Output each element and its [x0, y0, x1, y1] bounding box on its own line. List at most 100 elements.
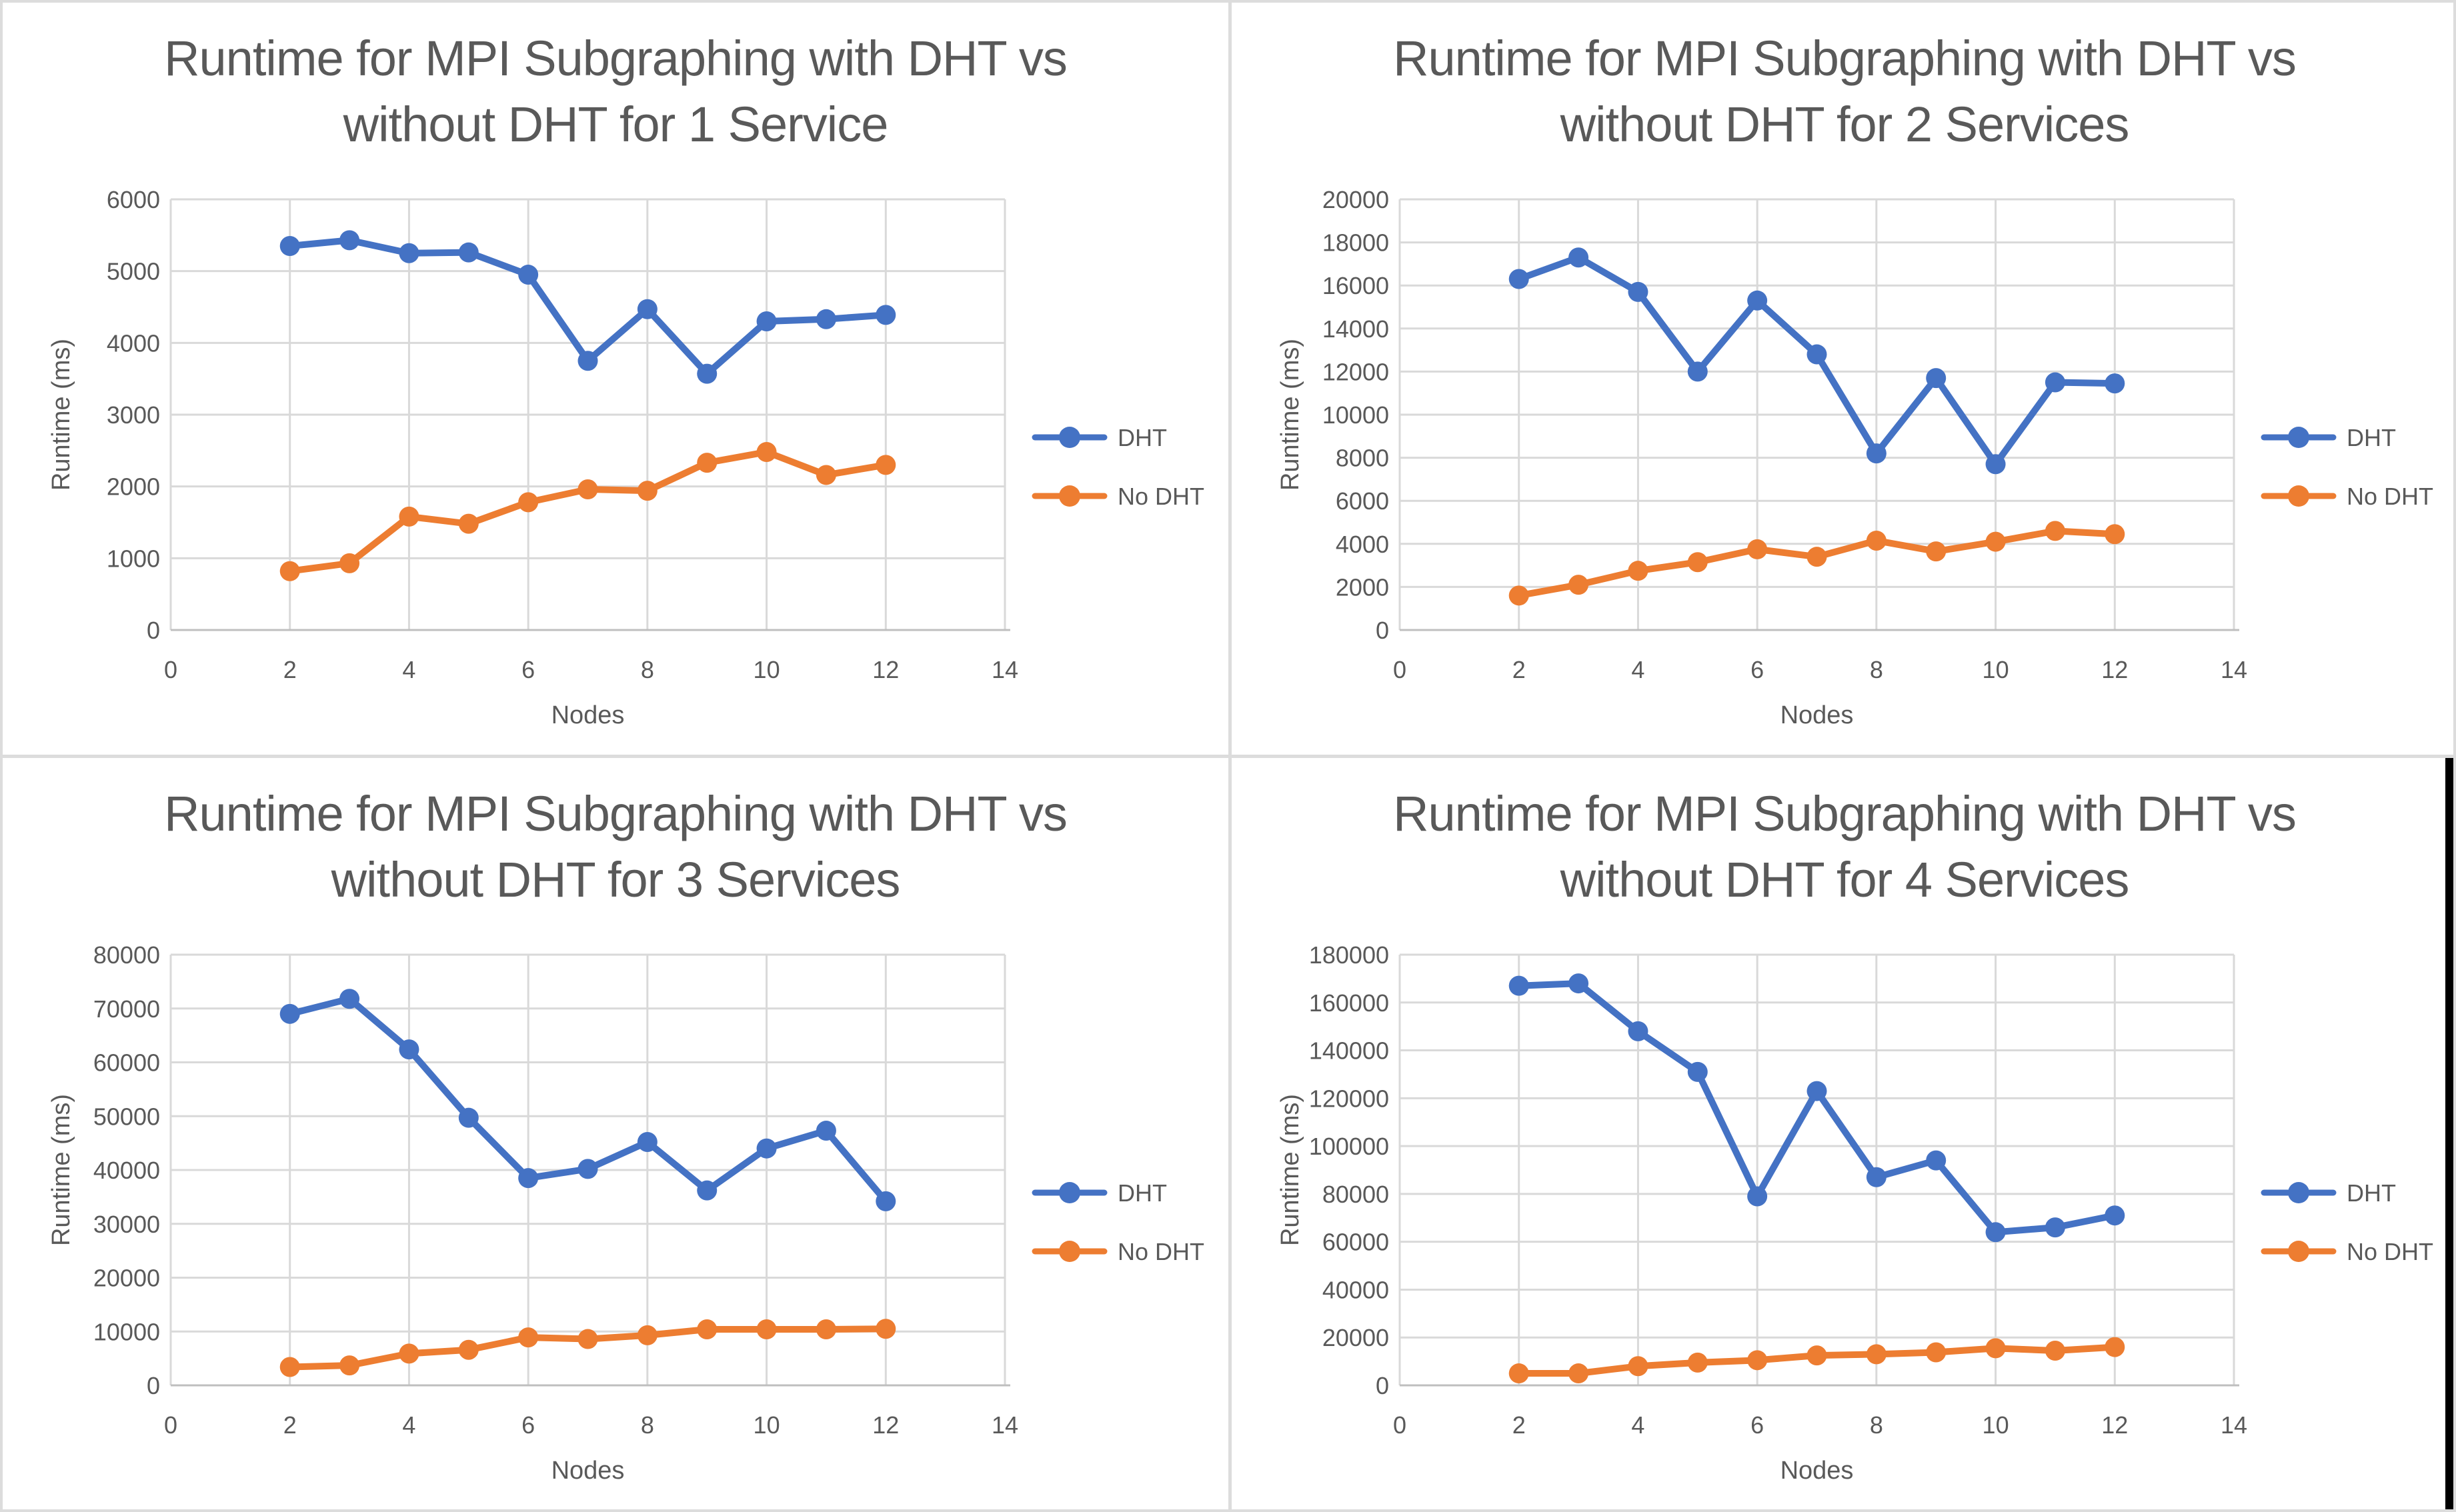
data-point-dht — [1747, 1186, 1768, 1207]
y-axis-tick-label: 2000 — [1336, 573, 1389, 601]
data-point-no-dht — [1687, 1352, 1708, 1373]
data-point-dht — [279, 1003, 300, 1024]
x-axis-title: Nodes — [551, 1457, 625, 1485]
y-axis-tick-label: 80000 — [93, 941, 160, 969]
x-axis-tick-label: 4 — [402, 1411, 415, 1439]
legend-swatch-marker-no-dht — [1059, 1241, 1080, 1262]
y-axis-tick-label: 4000 — [107, 329, 160, 357]
x-axis-tick-label: 4 — [1631, 1411, 1644, 1439]
data-point-dht — [1985, 1222, 2006, 1243]
data-point-no-dht — [2045, 521, 2065, 541]
line-chart-3-services: 0 10000 20000 30000 40000 50000 60000 70000 8000… — [47, 941, 1204, 1485]
y-axis-tick-label: 60000 — [1322, 1229, 1389, 1256]
x-axis-tick-label: 12 — [2101, 1411, 2128, 1439]
data-point-no-dht — [577, 479, 598, 499]
data-point-no-dht — [518, 492, 539, 513]
data-point-dht — [2105, 1205, 2125, 1226]
data-point-no-dht — [339, 553, 360, 573]
data-point-dht — [1926, 368, 1947, 389]
y-axis-tick-label: 50000 — [93, 1103, 160, 1130]
data-point-dht — [816, 309, 836, 329]
x-axis-tick-label: 2 — [1512, 656, 1526, 683]
y-axis-tick-label: 20000 — [1322, 186, 1389, 213]
data-point-dht — [1806, 1081, 1827, 1101]
x-axis-tick-label: 8 — [641, 656, 654, 683]
y-axis-tick-label: 160000 — [1309, 989, 1389, 1017]
y-axis-tick-label: 120000 — [1309, 1085, 1389, 1112]
x-axis-tick-label: 8 — [641, 1411, 654, 1439]
data-point-dht — [756, 1138, 777, 1159]
data-point-dht — [1747, 290, 1768, 311]
x-axis-tick-label: 6 — [1750, 1411, 1764, 1439]
data-point-dht — [1568, 973, 1589, 994]
y-axis-tick-label: 40000 — [93, 1157, 160, 1184]
data-point-dht — [1866, 1167, 1887, 1187]
data-point-dht — [2105, 373, 2125, 394]
screen-edge-black-strip — [2445, 758, 2453, 1509]
legend-label-no-dht: No DHT — [2347, 1238, 2433, 1265]
y-axis-tick-label: 3000 — [107, 401, 160, 429]
x-axis-tick-label: 6 — [521, 656, 535, 683]
series-line-no-dht — [286, 448, 890, 575]
data-point-no-dht — [876, 1319, 896, 1339]
y-axis-title: Runtime (ms) — [1276, 339, 1304, 491]
legend-label-dht: DHT — [1118, 1179, 1167, 1207]
y-axis-tick-label: 60000 — [93, 1049, 160, 1077]
data-point-no-dht — [816, 1319, 836, 1340]
data-point-dht — [1687, 1061, 1708, 1082]
data-point-dht — [1508, 975, 1529, 996]
x-axis-tick-label: 10 — [1983, 1411, 2009, 1439]
data-point-dht — [1687, 361, 1708, 382]
data-point-no-dht — [1628, 561, 1648, 581]
data-point-no-dht — [1866, 1344, 1887, 1365]
x-axis-tick-label: 2 — [283, 656, 297, 683]
x-axis-title: Nodes — [1780, 1457, 1854, 1485]
y-axis-tick-label: 20000 — [93, 1265, 160, 1292]
legend-label-no-dht: No DHT — [1118, 1238, 1204, 1265]
legend-swatch-marker-no-dht — [1059, 485, 1080, 507]
y-axis-tick-label: 10000 — [1322, 401, 1389, 429]
x-axis-tick-label: 10 — [754, 1411, 780, 1439]
y-axis-tick-label: 8000 — [1336, 445, 1389, 472]
data-point-no-dht — [1926, 541, 1947, 562]
chart-title-line-1: Runtime for MPI Subgraphing with DHT vs — [164, 786, 1068, 841]
y-axis-tick-label: 4000 — [1336, 531, 1389, 558]
data-point-dht — [1628, 1021, 1648, 1041]
x-axis-tick-label: 8 — [1870, 656, 1883, 683]
x-axis-title: Nodes — [551, 701, 625, 729]
data-point-no-dht — [339, 1355, 360, 1376]
chart-title-line-2: without DHT for 1 Service — [343, 97, 889, 153]
y-axis-tick-label: 180000 — [1309, 941, 1389, 969]
data-point-dht — [1628, 281, 1648, 302]
data-point-dht — [577, 351, 598, 371]
x-axis-tick-label: 8 — [1870, 1411, 1883, 1439]
x-axis-tick-label: 14 — [2221, 1411, 2247, 1439]
data-point-dht — [1568, 247, 1589, 268]
y-axis-title: Runtime (ms) — [47, 1094, 75, 1246]
y-axis-tick-label: 140000 — [1309, 1037, 1389, 1065]
y-axis-tick-label: 0 — [147, 1372, 160, 1399]
data-point-dht — [458, 242, 479, 263]
x-axis-tick-label: 14 — [2221, 656, 2247, 683]
data-point-no-dht — [1508, 1363, 1529, 1384]
chart-title-2-services: Runtime for MPI Subgraphing with DHT vs … — [1232, 25, 2453, 157]
data-point-no-dht — [756, 441, 777, 462]
data-point-dht — [1866, 443, 1887, 464]
data-point-dht — [876, 305, 896, 325]
data-point-no-dht — [1687, 552, 1708, 573]
data-point-no-dht — [458, 1339, 479, 1360]
chart-title-line-2: without DHT for 2 Services — [1560, 97, 2130, 153]
chart-panel-1-service: 0 1000 2000 3000 4000 5000 6000 0 2 4 6 8 10 12 14 Node… — [3, 3, 1228, 756]
y-axis-tick-label: 10000 — [93, 1318, 160, 1345]
data-point-no-dht — [1926, 1342, 1947, 1363]
data-point-no-dht — [697, 453, 718, 473]
chart-title-3-services: Runtime for MPI Subgraphing with DHT vs … — [3, 781, 1228, 913]
y-axis-tick-label: 6000 — [1336, 487, 1389, 515]
x-axis-tick-label: 10 — [1983, 656, 2009, 683]
legend-swatch-marker-dht — [1059, 427, 1080, 448]
data-point-no-dht — [2045, 1340, 2065, 1361]
data-point-dht — [697, 363, 718, 384]
chart-title-line-2: without DHT for 3 Services — [331, 852, 901, 908]
y-axis-tick-label: 0 — [1376, 1372, 1389, 1399]
data-point-no-dht — [399, 506, 419, 527]
